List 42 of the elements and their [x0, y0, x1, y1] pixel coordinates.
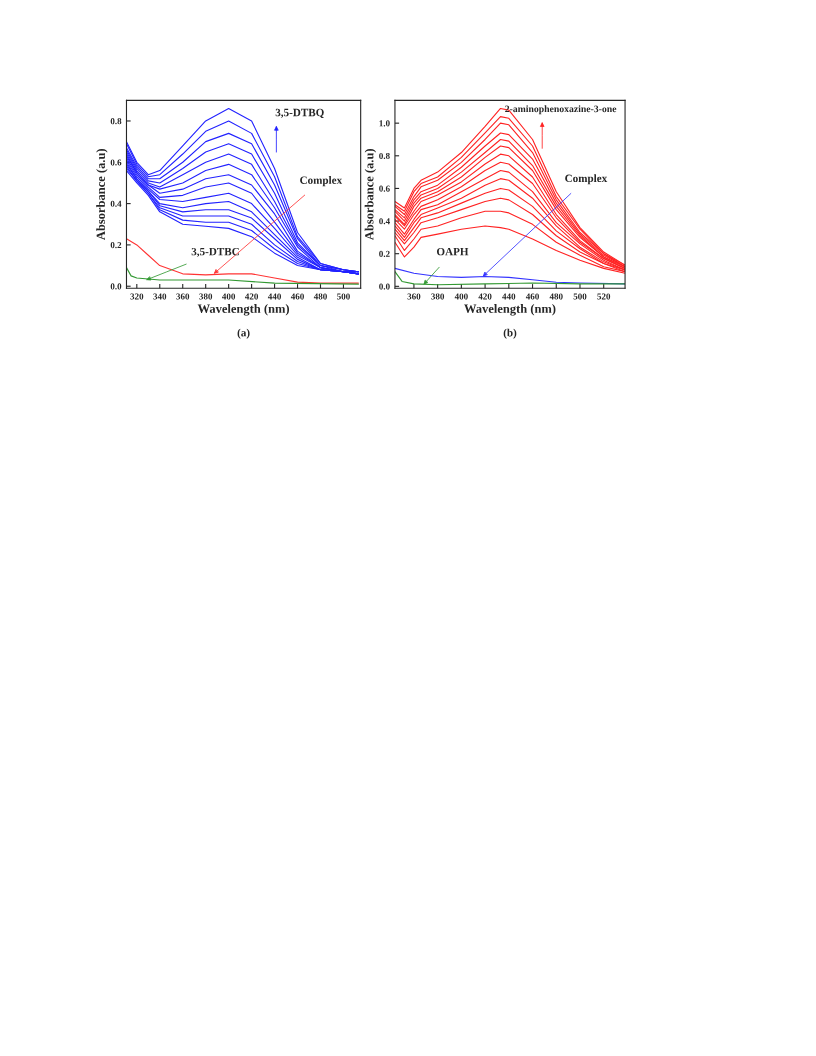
- x-tick-label: 380: [431, 293, 445, 300]
- x-tick-label: 340: [153, 293, 167, 300]
- annotation: Complex: [300, 176, 343, 187]
- x-tick-label: 380: [199, 293, 213, 300]
- x-tick-label: 500: [337, 293, 350, 300]
- x-tick-label: 400: [222, 293, 236, 300]
- x-axis-title: Wavelength (nm): [197, 304, 290, 316]
- x-tick-label: 480: [549, 293, 563, 300]
- y-tick-label: 0.0: [379, 283, 390, 290]
- y-tick-label: 0.8: [379, 152, 390, 160]
- x-tick-label: 360: [176, 293, 190, 300]
- x-tick-label: 520: [597, 293, 611, 300]
- x-tick-label: 460: [525, 293, 539, 300]
- y-axis-title: Absorbance (a.u): [364, 149, 377, 241]
- annotation: OAPH: [436, 247, 469, 256]
- x-tick-label: 500: [573, 293, 587, 300]
- y-tick-label: 0.0: [110, 283, 122, 290]
- x-tick-label: 360: [407, 293, 421, 300]
- y-axis-title: Absorbance (a.u): [96, 149, 108, 241]
- annotation: Complex: [565, 174, 608, 185]
- text: (b): [503, 328, 517, 339]
- y-tick-label: 0.6: [110, 159, 122, 166]
- annotation: 3,5-DTBC: [191, 247, 239, 257]
- y-tick-label: 0.6: [379, 185, 390, 192]
- y-tick-label: 1.0: [379, 120, 390, 127]
- text: (a): [237, 328, 250, 339]
- y-tick-label: 0.2: [110, 242, 122, 249]
- x-tick-label: 440: [267, 293, 281, 300]
- y-tick-label: 0.4: [379, 218, 390, 225]
- y-tick-label: 0.8: [110, 118, 122, 125]
- annotation: 3,5-DTBQ: [275, 108, 324, 118]
- y-tick-label: 0.4: [110, 200, 122, 207]
- x-tick-label: 400: [454, 293, 468, 300]
- x-tick-label: 480: [313, 293, 327, 300]
- x-tick-label: 420: [244, 293, 259, 300]
- x-axis-title: Wavelength (nm): [464, 304, 556, 316]
- x-tick-label: 460: [290, 293, 304, 300]
- x-tick-label: 440: [502, 293, 516, 300]
- y-tick-label: 0.2: [379, 250, 390, 257]
- x-tick-label: 320: [130, 293, 144, 300]
- x-tick-label: 420: [478, 293, 492, 300]
- annotation: 2-aminophenoxazine-3-one: [505, 105, 617, 115]
